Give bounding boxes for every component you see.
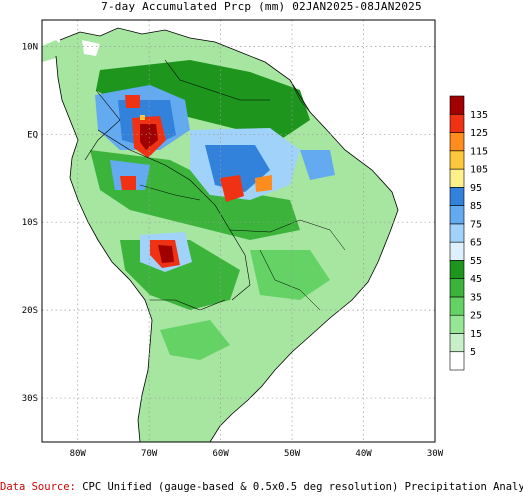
longitude-labels: 80W 70W 60W 50W 40W 30W (70, 449, 444, 459)
lon-tick-label: 40W (355, 449, 372, 459)
colorbar-swatch (449, 150, 465, 170)
colorbar-swatch (449, 351, 465, 371)
lon-tick-label: 80W (70, 449, 87, 459)
colorbar-label: 45 (470, 274, 482, 285)
map-area (42, 20, 435, 442)
precip-shading (90, 60, 335, 360)
central-america-land (42, 40, 64, 62)
colorbar-label: 115 (470, 146, 488, 157)
lon-tick-label: 70W (141, 449, 158, 459)
lon-tick-label: 50W (284, 449, 301, 459)
lat-tick-label: 20S (22, 306, 38, 316)
colorbar-label: 85 (470, 201, 482, 212)
colorbar-swatch (449, 187, 465, 206)
lat-tick-label: 10S (22, 218, 38, 228)
colorbar-swatch (449, 223, 465, 243)
chart-title: 7-day Accumulated Prcp (mm) 02JAN2025-08… (101, 0, 422, 13)
colorbar-swatch (449, 205, 465, 225)
lat-tick-label: 10N (22, 42, 38, 52)
map-frame (41, 19, 436, 443)
data-source-text: CPC Unified (gauge-based & 0.5x0.5 deg r… (82, 481, 523, 493)
colorbar-label: 135 (470, 110, 488, 121)
colorbar-label: 55 (470, 256, 482, 267)
data-source-label: Data Source: (0, 481, 76, 493)
colorbar-label: 105 (470, 165, 488, 176)
latitude-labels: 10N EQ 10S 20S 30S (22, 42, 38, 404)
colorbar-swatch (449, 95, 465, 115)
colorbar-swatch (449, 241, 465, 261)
colorbar-label: 25 (470, 311, 482, 322)
colorbar-swatch (449, 314, 465, 334)
lat-tick-label: 30S (22, 394, 38, 404)
colorbar-label: 5 (470, 347, 476, 358)
colorbar-swatch (449, 296, 465, 316)
colorbar-swatch (449, 113, 465, 133)
lat-tick-label: EQ (27, 130, 38, 140)
colorbar-label: 35 (470, 292, 482, 303)
colorbar-label: 125 (470, 128, 488, 139)
graticule (42, 20, 435, 442)
colorbar-label: 75 (470, 219, 482, 230)
colorbar: 5 15 25 35 45 55 65 75 85 95 105 115 125 135 (449, 95, 488, 371)
colorbar-swatch (449, 333, 465, 353)
colorbar-swatch (449, 132, 465, 152)
lon-tick-label: 60W (213, 449, 230, 459)
colorbar-swatch (449, 278, 465, 298)
colorbar-swatch (449, 260, 465, 279)
colorbar-label: 15 (470, 329, 482, 340)
data-source-footer: Data Source: CPC Unified (gauge-based & … (0, 481, 523, 493)
colorbar-label: 95 (470, 183, 482, 194)
lon-tick-label: 30W (427, 449, 444, 459)
colorbar-label: 65 (470, 238, 482, 249)
colorbar-swatch (449, 168, 465, 188)
